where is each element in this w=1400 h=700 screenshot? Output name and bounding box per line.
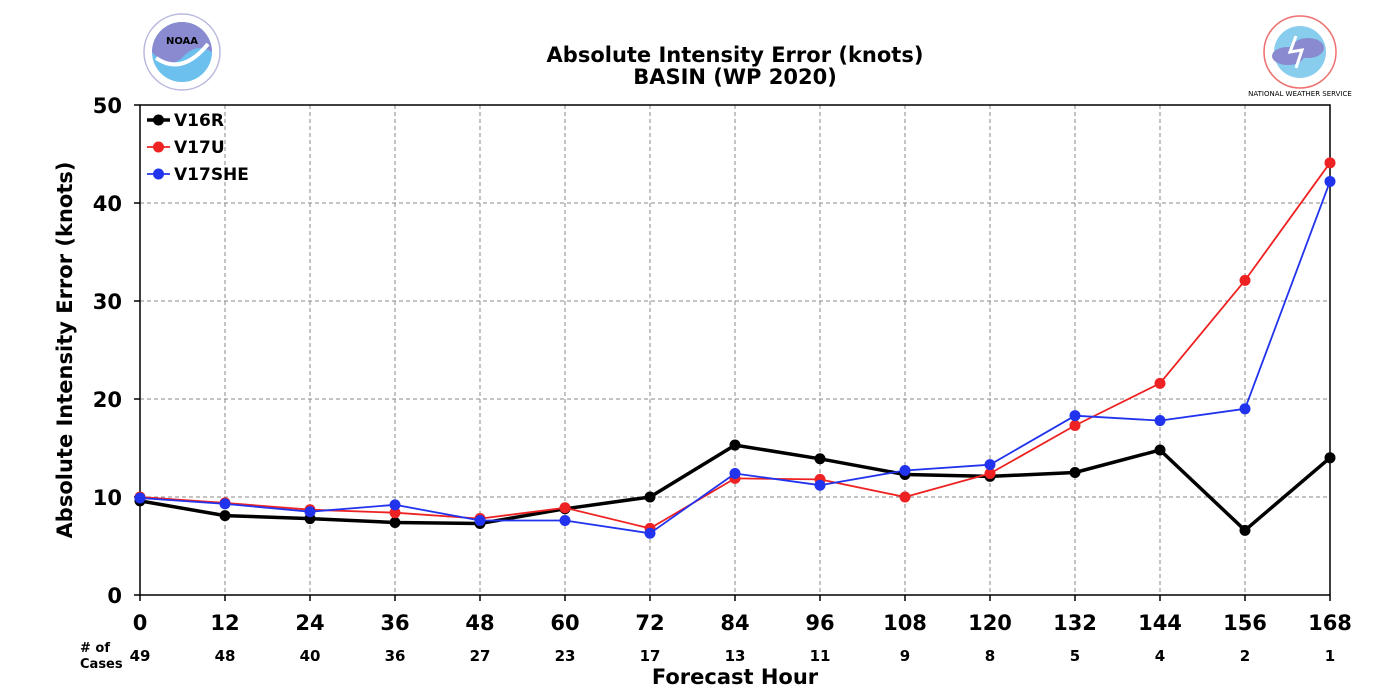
x-tick-label: 132 [1053,611,1097,635]
plot-frame [139,104,1331,596]
data-point-v16r [1239,524,1251,536]
data-point-v17she [729,467,741,479]
data-point-v17she [1324,175,1336,187]
data-point-v16r [814,453,826,465]
x-tick-label: 12 [210,611,239,635]
case-counts: 49 48 40 36 27 23 17 13 11 9 8 5 4 2 1 [130,647,1336,665]
data-point-v17u [389,507,401,519]
data-point-v17she [1069,410,1081,422]
nws-logo: NATIONAL WEATHER SERVICE [1248,15,1352,98]
x-tick-label: 120 [968,611,1012,635]
x-tick-label: 48 [465,611,494,635]
data-point-v17u [1324,157,1336,169]
x-tick-label: 144 [1138,611,1182,635]
data-point-v16r [1324,452,1336,464]
y-axis-label: Absolute Intensity Error (knots) [53,162,77,539]
axes [139,104,1331,596]
legend-item-v17u: V17U [147,138,225,158]
data-point-v17she [1154,415,1166,427]
data-point-v17she [1239,403,1251,415]
case-count: 1 [1325,647,1335,665]
noaa-logo: NOAA [143,13,221,91]
data-point-v17she [219,498,231,510]
y-tick-label: 0 [107,584,122,608]
data-point-v17she [644,527,656,539]
y-tick-labels: 0 10 20 30 40 50 [93,94,122,608]
data-point-v17she [814,479,826,491]
x-tick-label: 96 [805,611,834,635]
series-v16r [134,439,1336,536]
data-point-v17she [984,459,996,471]
legend-label: V16R [174,111,224,131]
x-tick-labels: 0 12 24 36 48 60 72 84 96 108 120 132 144 156 168 [133,611,1352,635]
x-tick-label: 108 [883,611,927,635]
legend-item-v17she: V17SHE [147,165,249,185]
data-point-v17she [134,492,146,504]
case-count: 40 [300,647,321,665]
data-point-v17u [1069,419,1081,431]
case-count: 2 [1240,647,1250,665]
x-tick-label: 84 [720,611,749,635]
case-count: 8 [985,647,995,665]
series-layer [134,157,1336,539]
case-count: 27 [470,647,491,665]
y-tick-label: 10 [93,486,122,510]
data-point-v17she [899,465,911,477]
legend-marker [153,114,164,126]
data-point-v16r [389,516,401,528]
data-point-v16r [644,491,656,503]
x-tick-label: 24 [295,611,324,635]
case-count: 13 [725,647,746,665]
grid [134,104,1331,601]
case-count: 49 [130,647,151,665]
x-tick-label: 72 [635,611,664,635]
legend-marker [153,168,164,180]
data-point-v17u [899,491,911,503]
data-point-v16r [1069,467,1081,478]
legend-item-v16r: V16R [147,111,224,131]
y-tick-label: 50 [93,94,122,118]
data-point-v17u [1154,377,1166,389]
data-point-v17she [304,506,316,518]
case-count: 48 [215,647,236,665]
chart-subtitle: BASIN (WP 2020) [633,65,837,89]
y-tick-label: 40 [93,192,122,216]
series-v17she [134,175,1336,539]
data-point-v17she [559,515,571,527]
data-point-v17she [389,499,401,511]
y-tick-label: 30 [93,290,122,314]
cases-label: # of Cases [80,641,123,672]
data-point-v17u [559,502,571,514]
data-point-v17u [1239,274,1251,286]
y-tick-label: 20 [93,388,122,412]
case-count: 5 [1070,647,1080,665]
data-point-v16r [219,510,231,522]
case-count: 36 [385,647,406,665]
x-axis-label: Forecast Hour [652,665,819,689]
x-tick-label: 0 [133,611,148,635]
case-count: 17 [640,647,661,665]
noaa-logo-text: NOAA [166,36,198,47]
x-tick-label: 156 [1223,611,1267,635]
case-count: 9 [900,647,910,665]
legend-label: V17U [174,138,225,158]
nws-logo-text: NATIONAL WEATHER SERVICE [1248,90,1352,98]
chart-title: Absolute Intensity Error (knots) [547,43,924,67]
data-point-v16r [729,439,741,451]
legend: V16R V17U V17SHE [147,111,249,185]
case-count: 4 [1155,647,1165,665]
legend-label: V17SHE [174,165,249,185]
data-point-v17u [984,467,996,479]
data-point-v17she [474,515,486,527]
x-tick-label: 36 [380,611,409,635]
data-point-v16r [1154,444,1166,456]
case-count: 11 [810,647,831,665]
case-count: 23 [555,647,576,665]
x-tick-label: 60 [550,611,579,635]
x-tick-label: 168 [1308,611,1352,635]
legend-marker [153,141,164,153]
